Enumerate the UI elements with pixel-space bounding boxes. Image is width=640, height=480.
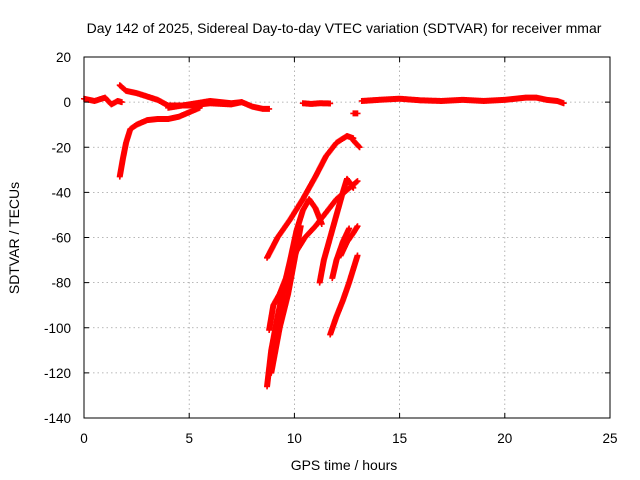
x-axis-label: GPS time / hours (291, 457, 398, 473)
data-point-markers (337, 223, 361, 259)
data-point-markers (268, 223, 304, 376)
data-point-markers (327, 252, 361, 338)
data-track (81, 94, 125, 108)
data-track (327, 252, 361, 338)
data-track (268, 223, 304, 376)
data-track (337, 223, 361, 259)
x-tick-label: 25 (602, 431, 617, 446)
chart-title: Day 142 of 2025, Sidereal Day-to-day VTE… (87, 20, 602, 36)
data-point-markers (81, 94, 125, 108)
data-track (116, 82, 273, 112)
data-track (358, 94, 567, 107)
data-point-markers (358, 94, 567, 107)
y-tick-label: -60 (51, 231, 71, 246)
data-track (116, 104, 203, 180)
x-tick-label: 20 (497, 431, 512, 446)
data-point-markers (116, 82, 273, 112)
y-tick-label: -140 (44, 411, 71, 426)
data-track (165, 97, 245, 111)
data-point-markers (165, 97, 245, 111)
data-track (299, 100, 334, 107)
y-axis-label: SDTVAR / TECUs (6, 182, 22, 294)
data-track (350, 137, 363, 151)
y-tick-label: -40 (51, 185, 71, 200)
data-point-markers (116, 104, 203, 180)
y-tick-label: -20 (51, 140, 71, 155)
data-track (264, 196, 325, 390)
x-tick-label: 10 (287, 431, 302, 446)
y-tick-label: -80 (51, 276, 71, 291)
y-tick-label: 20 (56, 50, 71, 65)
y-tick-label: -120 (44, 366, 71, 381)
data-point-markers (299, 100, 334, 107)
data-point-markers (264, 196, 325, 390)
x-tick-label: 5 (185, 431, 193, 446)
axis-ticks: 0 5 10 15 20 25 20 0 -20 -40 -60 -80 -100 -120 -140 (44, 50, 618, 446)
data-point-markers (264, 132, 357, 261)
data-track (350, 110, 361, 117)
data-track (316, 175, 357, 286)
data-point-markers (350, 110, 361, 117)
data-points (81, 82, 567, 390)
x-tick-label: 15 (392, 431, 407, 446)
y-tick-label: -100 (44, 321, 71, 336)
data-point-markers (350, 137, 363, 151)
data-track (264, 132, 357, 261)
x-tick-label: 0 (80, 431, 88, 446)
data-point-markers (316, 175, 357, 286)
y-tick-label: 0 (63, 95, 71, 110)
